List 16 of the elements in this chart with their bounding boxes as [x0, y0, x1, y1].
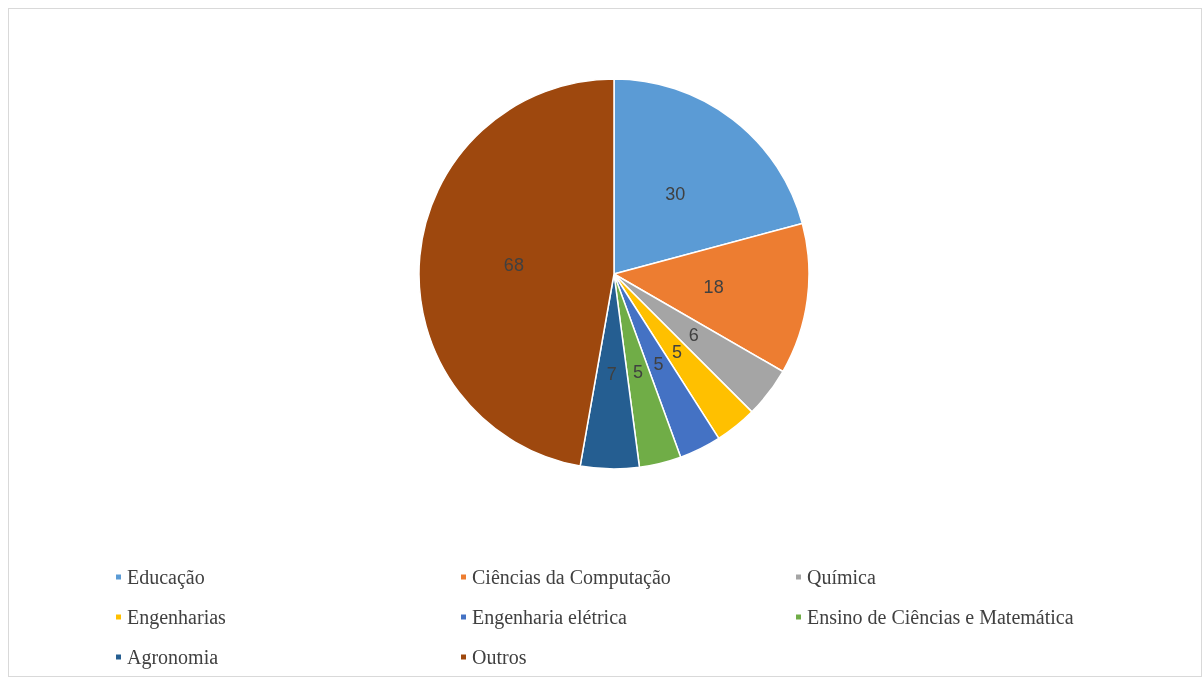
- data-label: 7: [606, 364, 617, 385]
- data-label: 5: [653, 354, 664, 375]
- legend-label: Educação: [127, 566, 205, 589]
- legend-label: Outros: [472, 646, 527, 668]
- data-label: 5: [632, 361, 643, 382]
- legend-label: Química: [807, 566, 876, 588]
- legend-label: Ensino de Ciências e Matemática: [807, 606, 1074, 628]
- legend-label: Ciências da Computação: [472, 566, 671, 589]
- data-label: 68: [503, 255, 524, 276]
- legend-label: Agronomia: [127, 646, 219, 669]
- legend-label: Engenharias: [127, 606, 227, 629]
- data-label: 30: [665, 184, 686, 205]
- legend-label: Engenharia elétrica: [472, 606, 628, 629]
- data-label: 6: [688, 325, 699, 346]
- data-label: 5: [671, 342, 682, 363]
- data-label: 18: [703, 277, 724, 298]
